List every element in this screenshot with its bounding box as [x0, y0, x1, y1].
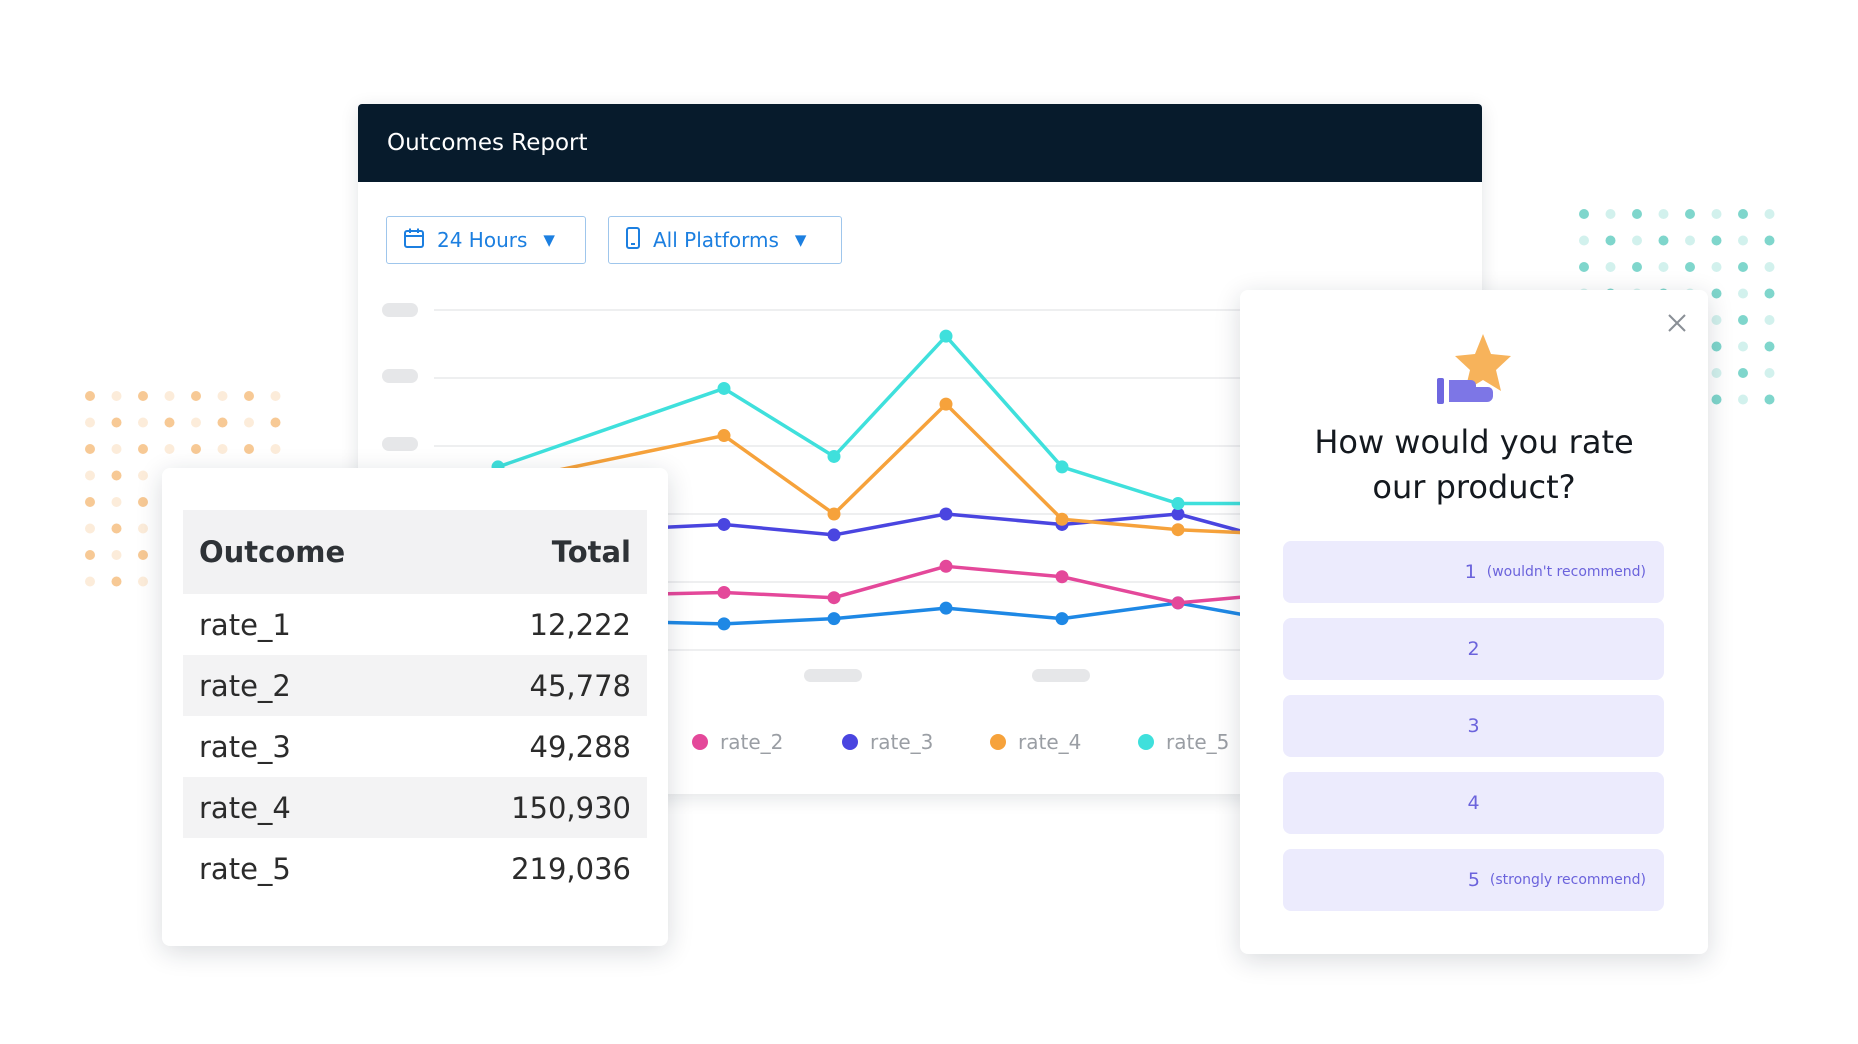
survey-question-line: How would you rate: [1314, 423, 1634, 461]
rating-option-3[interactable]: 3: [1283, 695, 1664, 757]
rating-option-1[interactable]: 1 (wouldn't recommend): [1283, 541, 1664, 603]
data-point-rate_4: [1171, 523, 1185, 537]
legend-item-rate_4: rate_4: [990, 730, 1081, 754]
x-tick-placeholder: [804, 669, 862, 682]
data-point-rate_3: [827, 528, 841, 542]
legend-dot: [842, 734, 858, 750]
data-point-rate_5: [827, 449, 841, 463]
rating-option-hint: (wouldn't recommend): [1486, 564, 1646, 580]
rating-option-5[interactable]: 5 (strongly recommend): [1283, 849, 1664, 911]
star-rating-icon: [1435, 330, 1515, 415]
phone-icon: [625, 226, 641, 255]
data-point-rate_4: [717, 429, 731, 443]
outcome-cell: rate_5: [199, 851, 291, 886]
legend-dot: [990, 734, 1006, 750]
data-point-rate_4: [827, 507, 841, 521]
chevron-down-icon: ▼: [794, 231, 807, 249]
rating-option-value: 3: [1467, 715, 1480, 737]
survey-question-line: our product?: [1372, 468, 1576, 506]
outcome-cell: rate_4: [199, 790, 291, 825]
rating-option-4[interactable]: 4: [1283, 772, 1664, 834]
x-tick-placeholder: [1032, 669, 1090, 682]
legend-item-rate_3: rate_3: [842, 730, 933, 754]
table-row: rate_5 219,036: [183, 838, 647, 899]
total-cell: 150,930: [511, 790, 631, 825]
close-icon[interactable]: [1666, 312, 1688, 334]
platform-label: All Platforms: [653, 228, 779, 252]
data-point-rate_2: [717, 585, 731, 599]
data-point-rate_1: [1055, 612, 1069, 626]
data-point-rate_5: [1171, 497, 1185, 511]
rating-option-value: 2: [1467, 638, 1480, 660]
data-point-rate_4: [1055, 512, 1069, 526]
y-tick-placeholder: [382, 437, 418, 451]
calendar-icon: [403, 227, 425, 254]
total-cell: 12,222: [529, 607, 631, 642]
rating-option-2[interactable]: 2: [1283, 618, 1664, 680]
legend-dot: [692, 734, 708, 750]
rating-option-hint: (strongly recommend): [1489, 872, 1646, 888]
legend-dot: [1138, 734, 1154, 750]
rating-option-value: 1: [1464, 561, 1477, 583]
report-title: Outcomes Report: [387, 130, 588, 156]
data-point-rate_3: [717, 517, 731, 531]
table-header-row: Outcome Total: [183, 510, 647, 594]
rating-option-value: 4: [1467, 792, 1480, 814]
legend-item-rate_5: rate_5: [1138, 730, 1229, 754]
legend-label: rate_4: [1018, 730, 1081, 754]
time-range-dropdown[interactable]: 24 Hours ▼: [386, 216, 586, 264]
rating-options: 1 (wouldn't recommend) 2 3 4 5 (strongly…: [1283, 541, 1664, 926]
data-point-rate_1: [939, 601, 953, 615]
data-point-rate_2: [939, 559, 953, 573]
data-point-rate_5: [939, 329, 953, 343]
y-tick-placeholder: [382, 303, 418, 317]
legend-label: rate_2: [720, 730, 783, 754]
data-point-rate_2: [1171, 596, 1185, 610]
legend-label: rate_3: [870, 730, 933, 754]
total-cell: 45,778: [529, 668, 631, 703]
rating-option-value: 5: [1467, 869, 1480, 891]
data-point-rate_5: [1055, 460, 1069, 474]
column-header-outcome: Outcome: [199, 535, 346, 569]
total-cell: 219,036: [511, 851, 631, 886]
data-point-rate_1: [717, 617, 731, 631]
table-row: rate_3 49,288: [183, 716, 647, 777]
data-point-rate_5: [717, 381, 731, 395]
data-point-rate_1: [827, 612, 841, 626]
y-tick-placeholder: [382, 369, 418, 383]
report-header: Outcomes Report: [358, 104, 1482, 182]
data-point-rate_3: [1171, 507, 1185, 521]
table-row: rate_2 45,778: [183, 655, 647, 716]
legend-label: rate_5: [1166, 730, 1229, 754]
outcome-table-card: Outcome Total rate_1 12,222 rate_2 45,77…: [162, 468, 668, 946]
table-row: rate_1 12,222: [183, 594, 647, 655]
rating-survey-card: How would you rate our product? 1 (would…: [1240, 290, 1708, 954]
outcome-cell: rate_3: [199, 729, 291, 764]
column-header-total: Total: [551, 535, 631, 569]
outcome-cell: rate_2: [199, 668, 291, 703]
survey-question: How would you rate our product?: [1240, 420, 1708, 510]
time-range-label: 24 Hours: [437, 228, 528, 252]
chevron-down-icon: ▼: [543, 231, 555, 249]
outcome-table: Outcome Total rate_1 12,222 rate_2 45,77…: [183, 510, 647, 899]
data-point-rate_2: [827, 591, 841, 605]
table-row: rate_4 150,930: [183, 777, 647, 838]
legend-item-rate_2: rate_2: [692, 730, 783, 754]
outcome-cell: rate_1: [199, 607, 291, 642]
data-point-rate_2: [1055, 570, 1069, 584]
platform-dropdown[interactable]: All Platforms ▼: [608, 216, 842, 264]
data-point-rate_3: [939, 507, 953, 521]
data-point-rate_4: [939, 397, 953, 411]
total-cell: 49,288: [529, 729, 631, 764]
